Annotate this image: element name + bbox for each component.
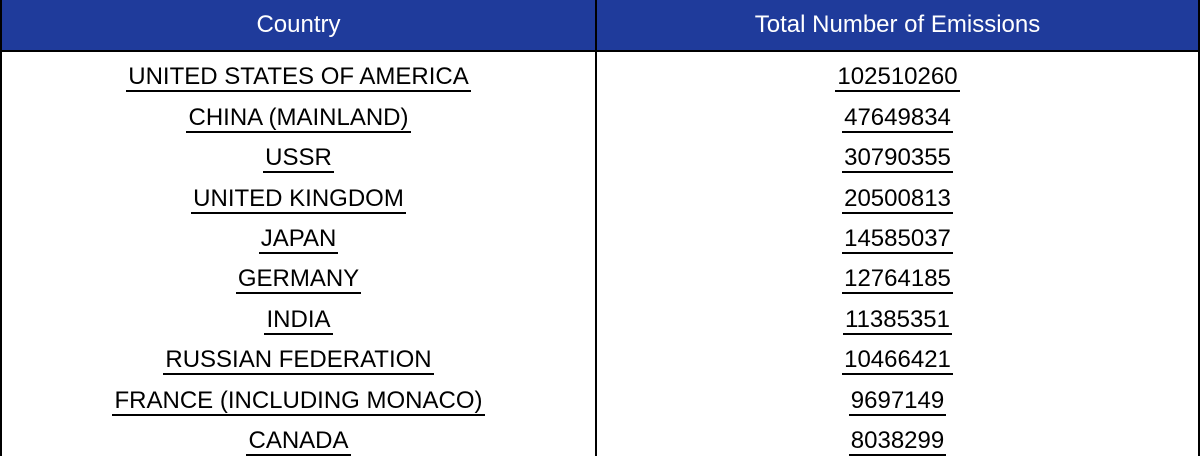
country-text: RUSSIAN FEDERATION (163, 346, 434, 376)
header-country: Country (2, 0, 597, 50)
country-text: GERMANY (235, 265, 362, 295)
country-text: CHINA (MAINLAND) (186, 103, 411, 133)
emissions-cell: 8038299 (597, 416, 1198, 456)
emissions-cell: 9697149 (597, 375, 1198, 416)
country-cell: FRANCE (INCLUDING MONACO) (2, 375, 597, 416)
table-row: RUSSIAN FEDERATION 10466421 (2, 334, 1198, 376)
table-row: GERMANY 12764185 (2, 253, 1198, 295)
country-cell: USSR (2, 132, 597, 174)
country-cell: CHINA (MAINLAND) (2, 92, 597, 133)
country-cell: INDIA (2, 294, 597, 335)
emissions-cell: 14585037 (597, 214, 1198, 254)
country-text: CANADA (246, 426, 351, 456)
table-row: UNITED KINGDOM 20500813 (2, 173, 1198, 214)
emissions-text: 20500813 (842, 184, 953, 214)
table-row: USSR 30790355 (2, 132, 1198, 174)
table-row: UNITED STATES OF AMERICA 102510260 (2, 52, 1198, 93)
table-row: CHINA (MAINLAND) 47649834 (2, 92, 1198, 133)
country-text: UNITED STATES OF AMERICA (126, 63, 471, 93)
emissions-cell: 47649834 (597, 92, 1198, 133)
emissions-text: 11385351 (843, 305, 952, 335)
emissions-text: 10466421 (842, 346, 953, 376)
emissions-text: 12764185 (842, 265, 953, 295)
country-cell: UNITED KINGDOM (2, 173, 597, 214)
country-text: JAPAN (258, 224, 339, 254)
emissions-cell: 30790355 (597, 133, 1198, 174)
country-text: UNITED KINGDOM (191, 184, 406, 214)
emissions-text: 14585037 (842, 224, 953, 254)
table-row: FRANCE (INCLUDING MONACO) 9697149 (2, 375, 1198, 416)
country-cell: CANADA (2, 415, 597, 456)
table-row: JAPAN 14585037 (2, 213, 1198, 254)
table-header-row: Country Total Number of Emissions (2, 0, 1198, 52)
country-text: INDIA (264, 305, 333, 335)
country-cell: GERMANY (2, 253, 597, 295)
emissions-text: 8038299 (848, 426, 947, 456)
emissions-text: 30790355 (842, 144, 953, 174)
emissions-cell: 20500813 (597, 173, 1198, 214)
emissions-cell: 12764185 (597, 254, 1198, 295)
table-row: CANADA 8038299 (2, 415, 1198, 456)
country-text: USSR (263, 144, 334, 174)
country-cell: UNITED STATES OF AMERICA (2, 52, 597, 93)
country-cell: RUSSIAN FEDERATION (2, 334, 597, 376)
header-total-emissions: Total Number of Emissions (754, 11, 1041, 38)
emissions-text: 102510260 (835, 63, 960, 93)
emissions-text: 47649834 (842, 103, 953, 133)
emissions-cell: 102510260 (597, 52, 1198, 93)
table-row: INDIA 11385351 (2, 294, 1198, 335)
emissions-cell: 10466421 (597, 335, 1198, 376)
country-text: FRANCE (INCLUDING MONACO) (112, 386, 485, 416)
country-cell: JAPAN (2, 213, 597, 254)
emissions-cell: 11385351 (597, 294, 1198, 335)
emissions-text: 9697149 (848, 386, 947, 416)
